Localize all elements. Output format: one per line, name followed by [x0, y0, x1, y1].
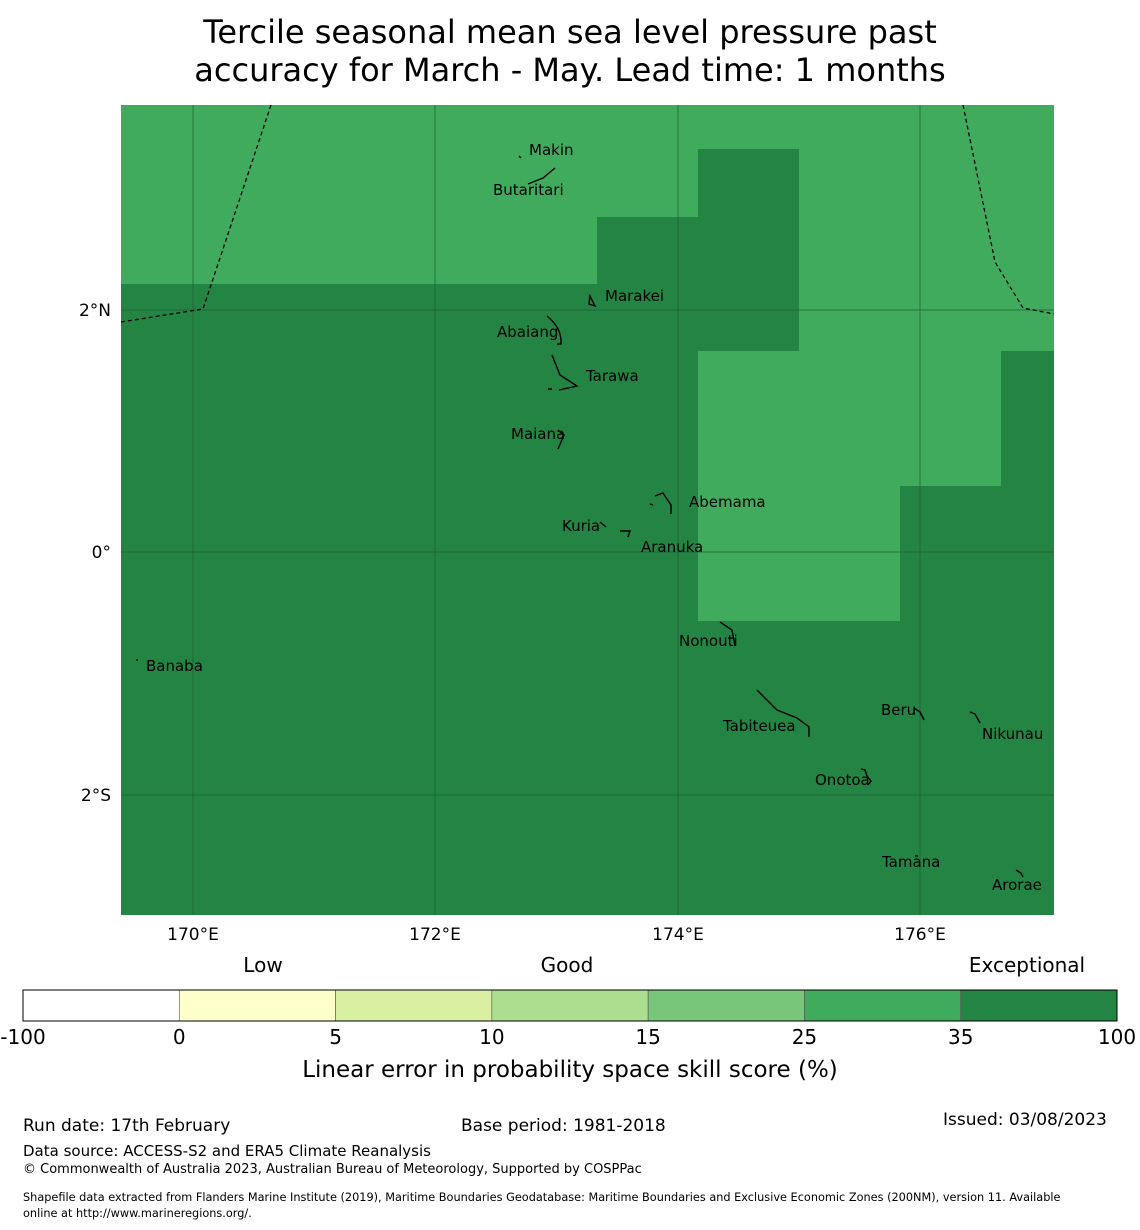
island-outlines [136, 155, 1024, 878]
island-label: Butaritari [493, 181, 564, 199]
data-source: Data source: ACCESS-S2 and ERA5 Climate … [23, 1142, 431, 1160]
skill-region-25-35 [121, 105, 1054, 621]
colorbar-tick: 25 [792, 1025, 817, 1049]
colorbar-tick: -100 [0, 1025, 45, 1049]
island-label: Marakei [605, 287, 664, 305]
category-low: Low [243, 953, 282, 977]
colorbar-tick: 0 [173, 1025, 186, 1049]
title-line-1: Tercile seasonal mean sea level pressure… [203, 13, 937, 51]
lat-tick: 0° [92, 543, 111, 563]
lat-tick: 2°S [81, 786, 111, 806]
island-label: Banaba [146, 657, 203, 675]
island-label: Onotoa [815, 771, 870, 789]
island-label: Nikunau [982, 725, 1043, 743]
eez-boundaries [120, 104, 1055, 323]
island-label: Makin [529, 141, 574, 159]
lon-tick: 174°E [652, 925, 704, 945]
colorbar-swatch [178, 989, 336, 1022]
colorbar-swatch [647, 989, 805, 1022]
island-labels: Makin Butaritari Marakei Abaiang Tarawa … [146, 141, 1043, 894]
category-good: Good [541, 953, 594, 977]
lon-tick: 172°E [409, 925, 461, 945]
colorbar-tick: 15 [635, 1025, 660, 1049]
colorbar-tick: 5 [329, 1025, 342, 1049]
category-exceptional: Exceptional [969, 953, 1085, 977]
colorbar-swatch [804, 989, 962, 1022]
island-label: Tabiteuea [722, 717, 796, 735]
lon-tick: 176°E [894, 925, 946, 945]
island-label: Maiana [511, 425, 565, 443]
colorbar-label: Linear error in probability space skill … [302, 1057, 838, 1083]
base-period: Base period: 1981-2018 [461, 1116, 666, 1136]
title-line-2: accuracy for March - May. Lead time: 1 m… [194, 51, 946, 89]
island-label: Nonouti [679, 632, 738, 650]
colorbar-tick: 10 [479, 1025, 504, 1049]
colorbar-swatch [491, 989, 649, 1022]
run-date: Run date: 17th February [23, 1116, 231, 1136]
colorbar-tick: 35 [948, 1025, 973, 1049]
colorbar-swatch [960, 989, 1118, 1022]
gridlines [121, 105, 1054, 915]
copyright: © Commonwealth of Australia 2023, Austra… [23, 1162, 642, 1177]
lon-tick: 170°E [167, 925, 219, 945]
shapefile-credit-1: Shapefile data extracted from Flanders M… [23, 1191, 1061, 1204]
shapefile-credit-2: online at http://www.marineregions.org/. [23, 1207, 252, 1220]
colorbar-tick: 100 [1098, 1025, 1136, 1049]
island-label: Aranuka [641, 538, 703, 556]
axis-labels: 170°E 172°E 174°E 176°E 2°N 0° 2°S [79, 301, 946, 945]
island-label: Kuria [562, 517, 600, 535]
island-label: Tarawa [585, 367, 639, 385]
colorbar: Low Good Exceptional -100 0 5 10 15 25 35 100 L… [0, 953, 1136, 1083]
island-label: Tamana [881, 853, 940, 871]
colorbar-swatch [335, 989, 493, 1022]
map: Makin Butaritari Marakei Abaiang Tarawa … [79, 104, 1055, 945]
island-label: Abaiang [497, 323, 558, 341]
island-label: Abemama [689, 493, 766, 511]
lat-tick: 2°N [79, 301, 111, 321]
island-label: Arorae [992, 876, 1042, 894]
island-label: Beru [881, 701, 916, 719]
colorbar-swatch [22, 989, 180, 1022]
issued-date: Issued: 03/08/2023 [943, 1110, 1107, 1130]
